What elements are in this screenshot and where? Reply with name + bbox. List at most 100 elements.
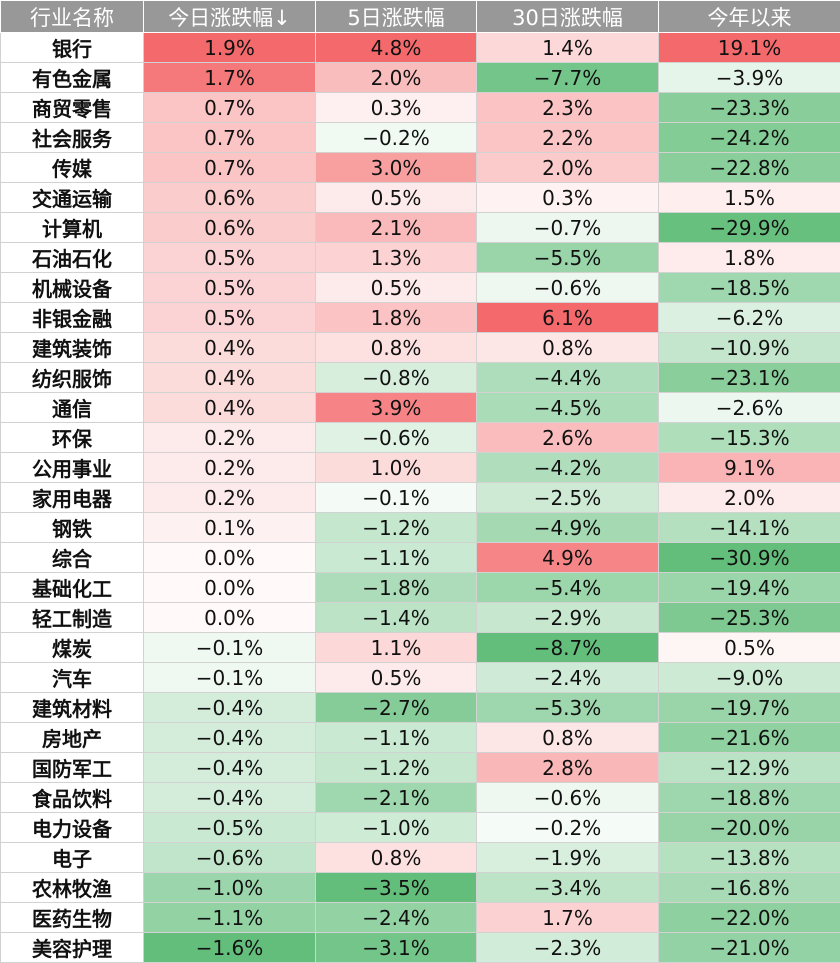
5day-change-cell: −2.1% bbox=[316, 783, 477, 813]
industry-name-cell: 煤炭 bbox=[1, 633, 144, 663]
industry-name-cell: 商贸零售 bbox=[1, 93, 144, 123]
today-change-cell: −1.0% bbox=[144, 873, 316, 903]
today-change-cell: 0.5% bbox=[144, 273, 316, 303]
industry-name-cell: 机械设备 bbox=[1, 273, 144, 303]
today-change-cell: 0.1% bbox=[144, 513, 316, 543]
30day-change-cell: 2.8% bbox=[477, 753, 659, 783]
30day-change-cell: 2.0% bbox=[477, 153, 659, 183]
industry-name-cell: 银行 bbox=[1, 33, 144, 63]
5day-change-cell: −2.4% bbox=[316, 903, 477, 933]
ytd-change-cell: 2.0% bbox=[659, 483, 840, 513]
30day-change-cell: −2.9% bbox=[477, 603, 659, 633]
ytd-change-cell: −19.4% bbox=[659, 573, 840, 603]
industry-name-cell: 非银金融 bbox=[1, 303, 144, 333]
5day-change-cell: −1.1% bbox=[316, 723, 477, 753]
ytd-change-cell: −20.0% bbox=[659, 813, 840, 843]
industry-name-cell: 石油石化 bbox=[1, 243, 144, 273]
header-30day-change[interactable]: 30日涨跌幅 bbox=[477, 1, 659, 33]
ytd-change-cell: 9.1% bbox=[659, 453, 840, 483]
ytd-change-cell: 1.8% bbox=[659, 243, 840, 273]
30day-change-cell: −5.3% bbox=[477, 693, 659, 723]
today-change-cell: 0.0% bbox=[144, 573, 316, 603]
header-5day-change[interactable]: 5日涨跌幅 bbox=[316, 1, 477, 33]
header-industry-name[interactable]: 行业名称 bbox=[1, 1, 144, 33]
ytd-change-cell: 0.5% bbox=[659, 633, 840, 663]
30day-change-cell: 6.1% bbox=[477, 303, 659, 333]
industry-name-cell: 基础化工 bbox=[1, 573, 144, 603]
5day-change-cell: −1.2% bbox=[316, 513, 477, 543]
30day-change-cell: 1.7% bbox=[477, 903, 659, 933]
industry-name-cell: 计算机 bbox=[1, 213, 144, 243]
5day-change-cell: −3.1% bbox=[316, 933, 477, 963]
30day-change-cell: −5.4% bbox=[477, 573, 659, 603]
5day-change-cell: −3.5% bbox=[316, 873, 477, 903]
table-row: 房地产−0.4%−1.1%0.8%−21.6% bbox=[1, 723, 840, 753]
table-row: 美容护理−1.6%−3.1%−2.3%−21.0% bbox=[1, 933, 840, 963]
industry-name-cell: 轻工制造 bbox=[1, 603, 144, 633]
ytd-change-cell: −22.8% bbox=[659, 153, 840, 183]
ytd-change-cell: −3.9% bbox=[659, 63, 840, 93]
5day-change-cell: −1.4% bbox=[316, 603, 477, 633]
ytd-change-cell: −16.8% bbox=[659, 873, 840, 903]
ytd-change-cell: −29.9% bbox=[659, 213, 840, 243]
today-change-cell: 0.5% bbox=[144, 303, 316, 333]
5day-change-cell: 2.0% bbox=[316, 63, 477, 93]
header-ytd-change[interactable]: 今年以来 bbox=[659, 1, 840, 33]
5day-change-cell: 1.8% bbox=[316, 303, 477, 333]
today-change-cell: 1.7% bbox=[144, 63, 316, 93]
ytd-change-cell: −19.7% bbox=[659, 693, 840, 723]
5day-change-cell: −2.7% bbox=[316, 693, 477, 723]
30day-change-cell: 0.8% bbox=[477, 723, 659, 753]
today-change-cell: −0.4% bbox=[144, 753, 316, 783]
industry-name-cell: 社会服务 bbox=[1, 123, 144, 153]
30day-change-cell: −2.5% bbox=[477, 483, 659, 513]
5day-change-cell: 1.0% bbox=[316, 453, 477, 483]
today-change-cell: 0.6% bbox=[144, 183, 316, 213]
5day-change-cell: 0.5% bbox=[316, 663, 477, 693]
today-change-cell: 0.7% bbox=[144, 153, 316, 183]
today-change-cell: −1.6% bbox=[144, 933, 316, 963]
industry-name-cell: 国防军工 bbox=[1, 753, 144, 783]
30day-change-cell: −5.5% bbox=[477, 243, 659, 273]
ytd-change-cell: −18.8% bbox=[659, 783, 840, 813]
ytd-change-cell: 19.1% bbox=[659, 33, 840, 63]
industry-name-cell: 建筑装饰 bbox=[1, 333, 144, 363]
30day-change-cell: 2.3% bbox=[477, 93, 659, 123]
30day-change-cell: 2.6% bbox=[477, 423, 659, 453]
30day-change-cell: −4.2% bbox=[477, 453, 659, 483]
today-change-cell: 0.4% bbox=[144, 393, 316, 423]
ytd-change-cell: −21.6% bbox=[659, 723, 840, 753]
30day-change-cell: −2.4% bbox=[477, 663, 659, 693]
ytd-change-cell: −23.1% bbox=[659, 363, 840, 393]
30day-change-cell: 0.3% bbox=[477, 183, 659, 213]
today-change-cell: 0.4% bbox=[144, 333, 316, 363]
5day-change-cell: 0.5% bbox=[316, 273, 477, 303]
industry-name-cell: 家用电器 bbox=[1, 483, 144, 513]
header-today-change[interactable]: 今日涨跌幅↓ bbox=[144, 1, 316, 33]
5day-change-cell: −1.0% bbox=[316, 813, 477, 843]
30day-change-cell: −4.9% bbox=[477, 513, 659, 543]
5day-change-cell: 0.8% bbox=[316, 843, 477, 873]
today-change-cell: 0.0% bbox=[144, 603, 316, 633]
30day-change-cell: −0.7% bbox=[477, 213, 659, 243]
ytd-change-cell: −9.0% bbox=[659, 663, 840, 693]
table-row: 电力设备−0.5%−1.0%−0.2%−20.0% bbox=[1, 813, 840, 843]
ytd-change-cell: −21.0% bbox=[659, 933, 840, 963]
ytd-change-cell: −14.1% bbox=[659, 513, 840, 543]
industry-name-cell: 电子 bbox=[1, 843, 144, 873]
today-change-cell: 0.2% bbox=[144, 483, 316, 513]
ytd-change-cell: −24.2% bbox=[659, 123, 840, 153]
5day-change-cell: 0.3% bbox=[316, 93, 477, 123]
table-row: 医药生物−1.1%−2.4%1.7%−22.0% bbox=[1, 903, 840, 933]
5day-change-cell: 3.9% bbox=[316, 393, 477, 423]
